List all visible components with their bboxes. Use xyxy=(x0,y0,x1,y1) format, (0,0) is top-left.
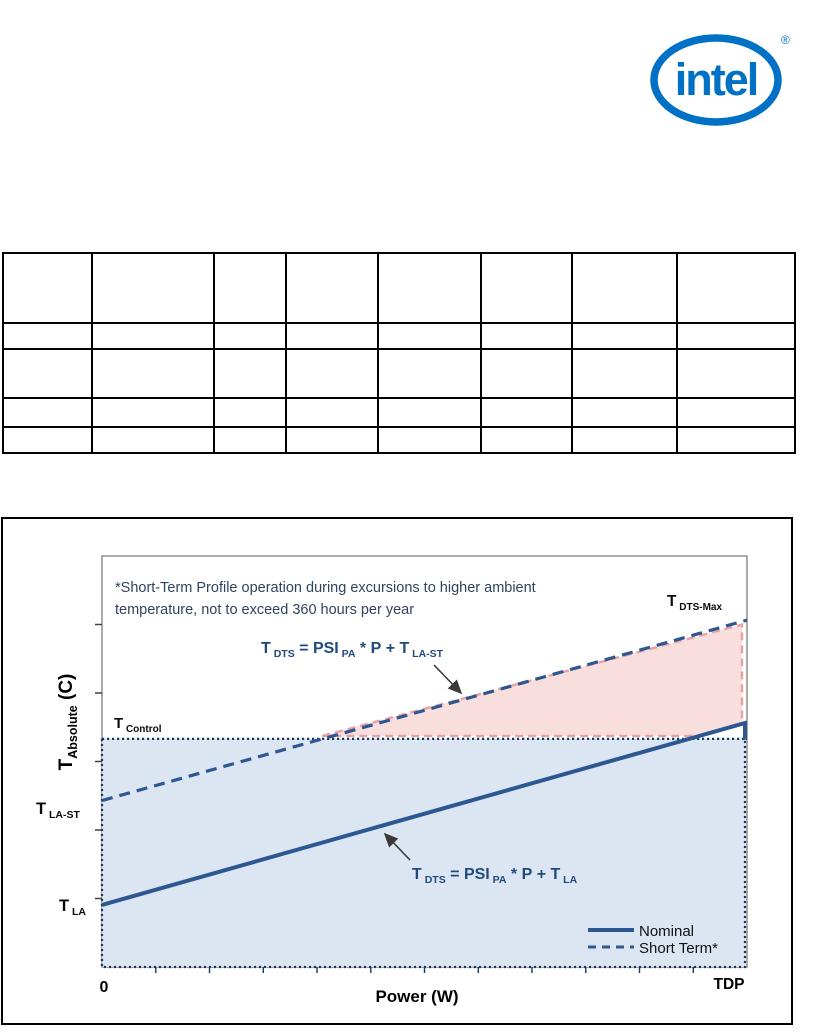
intel-logo-swoosh xyxy=(650,34,782,126)
table-cell xyxy=(676,252,796,324)
table-cell xyxy=(213,252,287,324)
table-cell xyxy=(377,348,482,399)
t-control-label: T Control xyxy=(114,715,162,735)
table-cell xyxy=(377,426,482,454)
table-row xyxy=(2,322,796,350)
table-cell xyxy=(213,348,287,399)
intel-logo: intel ® xyxy=(645,26,795,132)
table-cell xyxy=(2,322,93,350)
table-cell xyxy=(91,397,215,428)
formula-arrow-nominal xyxy=(383,832,411,861)
legend-nominal-label: Nominal xyxy=(639,923,694,940)
table-cell xyxy=(285,397,379,428)
table-cell xyxy=(2,348,93,399)
table-cell xyxy=(91,348,215,399)
table-cell xyxy=(480,397,573,428)
table-cell xyxy=(213,397,287,428)
x-max-label: TDP xyxy=(714,976,745,993)
intel-logo-text: intel xyxy=(675,54,758,105)
table-cell xyxy=(480,426,573,454)
table-cell xyxy=(480,348,573,399)
table-cell xyxy=(480,322,573,350)
spec-table xyxy=(2,252,796,454)
table-row xyxy=(2,426,796,454)
registered-mark: ® xyxy=(781,33,790,47)
legend-short-term-label: Short Term* xyxy=(639,940,718,957)
table-row xyxy=(2,252,796,324)
table-cell xyxy=(676,426,796,454)
table-cell xyxy=(480,252,573,324)
formula-nominal: T DTS = PSI PA * P + T LA xyxy=(412,866,578,886)
table-cell xyxy=(571,397,678,428)
formula-arrow-short-term xyxy=(433,664,463,695)
t-la-st-label: T LA-ST xyxy=(36,800,81,821)
table-cell xyxy=(571,426,678,454)
note-text: *Short-Term Profile operation during exc… xyxy=(115,580,540,618)
table-cell xyxy=(91,322,215,350)
table-cell xyxy=(285,322,379,350)
formula-short-term: T DTS = PSI PA * P + T LA-ST xyxy=(261,640,444,660)
t-dts-max-label: T DTS-Max xyxy=(667,593,722,613)
table-cell xyxy=(2,397,93,428)
table-cell xyxy=(571,322,678,350)
table-row xyxy=(2,397,796,428)
table-cell xyxy=(571,348,678,399)
table-cell xyxy=(676,322,796,350)
table-cell xyxy=(377,252,482,324)
t-la-label: T LA xyxy=(59,897,86,918)
table-cell xyxy=(2,252,93,324)
table-row xyxy=(2,348,796,399)
nominal-line xyxy=(101,720,748,907)
short-term-line xyxy=(101,618,748,803)
table-cell xyxy=(285,426,379,454)
table-cell xyxy=(377,397,482,428)
table-cell xyxy=(571,252,678,324)
table-cell xyxy=(377,322,482,350)
x-axis-title: Power (W) xyxy=(375,987,458,1006)
y-axis-ticks xyxy=(95,623,102,900)
table-cell xyxy=(676,397,796,428)
thermal-profile-figure: *Short-Term Profile operation during exc… xyxy=(0,517,800,1032)
table-cell xyxy=(91,252,215,324)
y-axis-title: TAbsolute (C) xyxy=(56,674,80,771)
table-cell xyxy=(285,252,379,324)
table-cell xyxy=(676,348,796,399)
table-cell xyxy=(213,322,287,350)
table-cell xyxy=(285,348,379,399)
nominal-region xyxy=(100,737,747,969)
x-axis-ticks xyxy=(155,967,694,973)
table-cell xyxy=(2,426,93,454)
table-cell xyxy=(91,426,215,454)
figure-border xyxy=(1,517,793,1025)
x-min-label: 0 xyxy=(100,979,109,996)
table-cell xyxy=(213,426,287,454)
